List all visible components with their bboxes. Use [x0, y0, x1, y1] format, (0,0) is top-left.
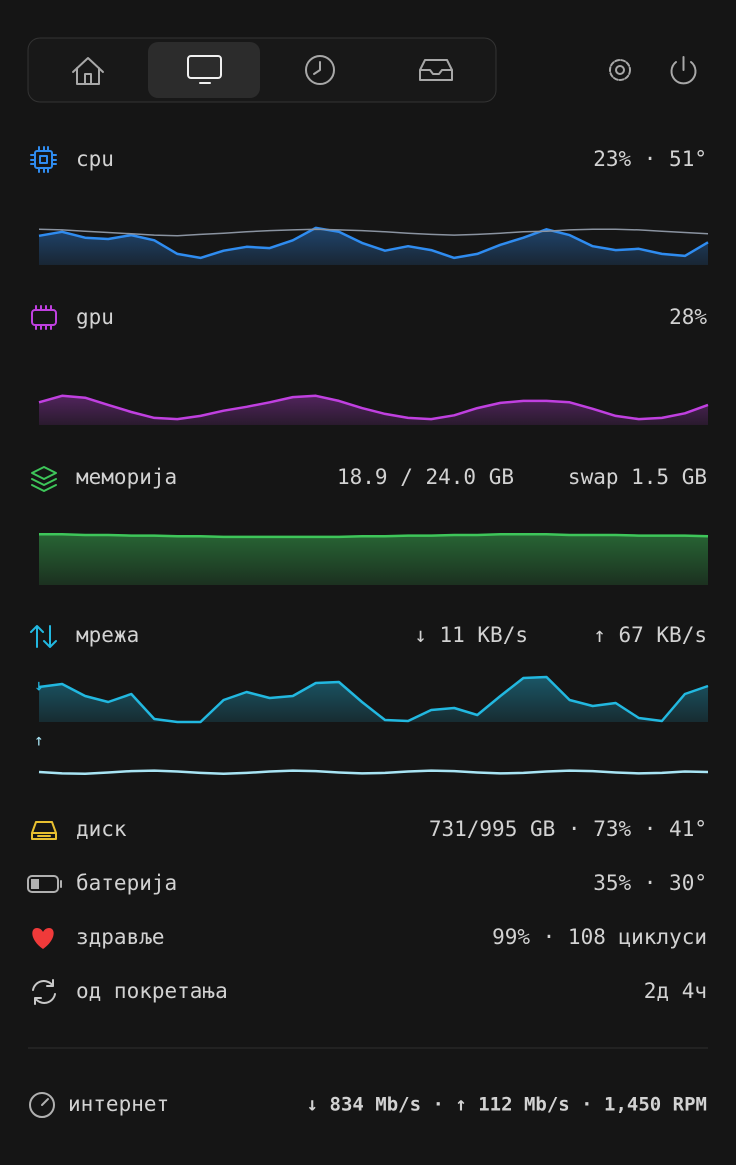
line [38, 228, 709, 237]
line [38, 226, 709, 260]
internet-icon [29, 1092, 55, 1118]
row-label: здравље [76, 925, 165, 949]
row-label: батерија [76, 871, 177, 895]
network-up: ↑ 67 KB/s [593, 623, 707, 647]
monitor-tab[interactable] [187, 55, 222, 84]
settings-button[interactable] [609, 59, 631, 81]
swap-value: swap 1.5 GB [568, 465, 707, 489]
footer-value: ↓ 834 Mb/s · ↑ 112 Mb/s · 1,450 RPM [307, 1094, 707, 1116]
disk-icon [31, 821, 57, 840]
row-value: 35% · 30° [593, 871, 707, 895]
network-label: мрежа [76, 623, 139, 647]
battery-icon [27, 875, 62, 893]
active-tab[interactable] [148, 42, 260, 98]
inbox-tab[interactable] [419, 59, 453, 81]
history-tab[interactable] [305, 55, 335, 85]
row-value: 99% · 108 циклуси [492, 925, 707, 949]
cpu-value: 23% · 51° [593, 147, 707, 171]
gpu-icon [31, 305, 57, 330]
gpu-label: gpu [76, 305, 114, 329]
memory-value: 18.9 / 24.0 GB [337, 465, 514, 489]
up-marker: ↑ [34, 731, 44, 750]
down-marker: ↓ [34, 676, 44, 695]
home-tab[interactable] [72, 57, 104, 85]
line [38, 394, 709, 421]
cpu-icon [30, 146, 57, 173]
network-icon [30, 625, 57, 648]
row-label: од покретања [76, 979, 228, 1003]
area [39, 534, 708, 585]
row-value: 2д 4ч [644, 979, 707, 1003]
row-value: 731/995 GB · 73% · 41° [429, 817, 707, 841]
network-down: ↓ 11 KB/s [414, 623, 528, 647]
row-label: диск [76, 817, 127, 841]
area [39, 677, 708, 722]
uptime-icon [32, 979, 56, 1005]
line [38, 675, 709, 724]
area [39, 227, 708, 265]
health-icon [32, 928, 54, 949]
memory-icon [31, 466, 57, 492]
power-button[interactable] [670, 56, 697, 85]
memory-label: меморија [76, 465, 177, 489]
area [39, 395, 708, 425]
gpu-value: 28% [669, 305, 707, 329]
footer-label: интернет [68, 1092, 169, 1116]
line [39, 533, 709, 539]
line [38, 769, 709, 776]
cpu-label: cpu [76, 147, 114, 171]
tab-bar [27, 37, 497, 103]
